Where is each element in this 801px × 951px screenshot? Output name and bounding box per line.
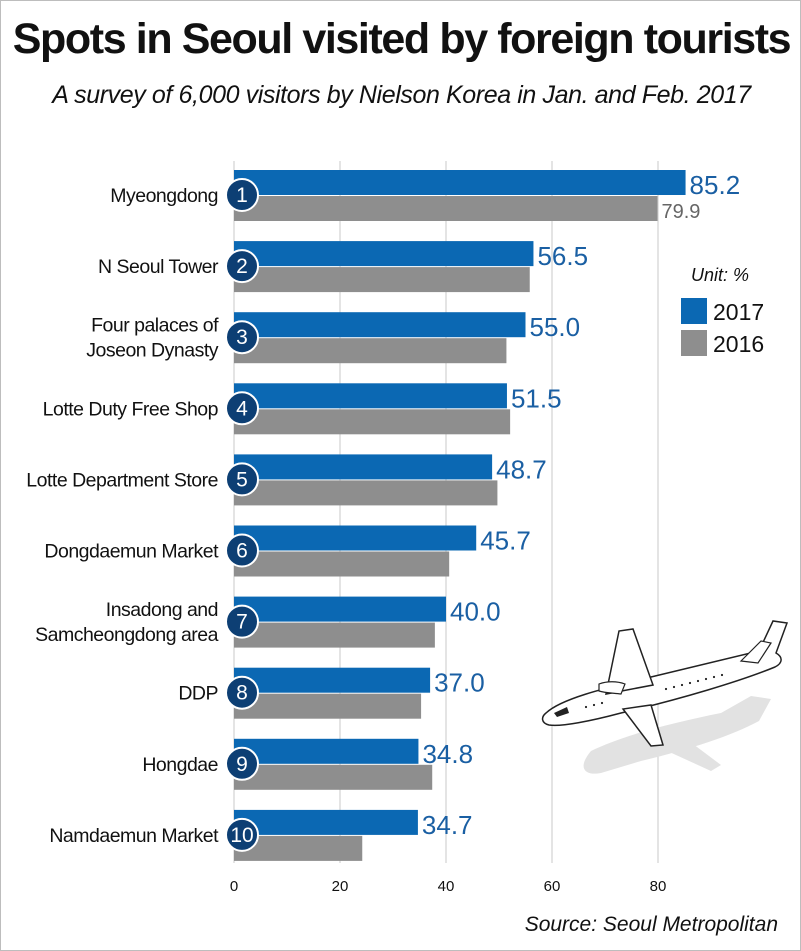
bar-2016 bbox=[234, 338, 507, 364]
bar-2016 bbox=[234, 693, 422, 719]
legend: Unit: % 2017 2016 bbox=[681, 265, 764, 357]
category-label: DDP bbox=[178, 683, 218, 705]
value-label-2017: 85.2 bbox=[690, 170, 741, 200]
chart-title: Spots in Seoul visited by foreign touris… bbox=[12, 15, 792, 63]
x-tick-label: 40 bbox=[438, 878, 455, 895]
value-label-2016: 79.9 bbox=[661, 201, 700, 223]
category-label: Myeongdong bbox=[110, 185, 218, 207]
rank-number: 8 bbox=[236, 682, 248, 705]
bar-2017 bbox=[234, 667, 431, 693]
category-label: Joseon Dynasty bbox=[86, 340, 218, 362]
bar-2016 bbox=[234, 409, 511, 435]
rank-number: 2 bbox=[236, 255, 248, 278]
bar-2017 bbox=[234, 454, 493, 480]
rank-number: 4 bbox=[236, 397, 248, 420]
category-label: Namdaemun Market bbox=[49, 825, 219, 847]
rank-badge bbox=[225, 249, 259, 284]
rank-badge bbox=[225, 604, 259, 639]
rank-badge bbox=[225, 178, 259, 212]
legend-label-2016: 2016 bbox=[713, 331, 764, 357]
rank-badge bbox=[225, 391, 259, 426]
category-label: Insadong and bbox=[106, 599, 218, 621]
legend-label-2017: 2017 bbox=[713, 299, 764, 325]
rank-badge bbox=[225, 746, 259, 781]
bar-2016 bbox=[234, 551, 450, 577]
value-label-2017: 34.8 bbox=[422, 739, 473, 769]
rank-number: 3 bbox=[236, 326, 248, 349]
value-label-2017: 56.5 bbox=[537, 241, 588, 271]
x-tick-label: 60 bbox=[544, 878, 561, 895]
category-label: Four palaces of bbox=[91, 315, 219, 337]
bar-2016 bbox=[234, 622, 435, 648]
source-note: Source: Seoul Metropolitan bbox=[524, 913, 778, 936]
bar-2016 bbox=[234, 196, 658, 221]
bar-2016 bbox=[234, 480, 498, 506]
value-label-2017: 55.0 bbox=[530, 312, 581, 342]
rank-badge bbox=[225, 462, 259, 497]
rank-number: 9 bbox=[236, 753, 248, 776]
rank-number: 10 bbox=[230, 824, 253, 847]
bar-2017 bbox=[234, 809, 418, 835]
legend-swatch-2017 bbox=[681, 298, 707, 324]
value-label-2017: 48.7 bbox=[496, 454, 547, 484]
bar-2017 bbox=[234, 312, 526, 338]
bar-2016 bbox=[234, 267, 530, 293]
x-axis: 0 20 40 60 80 bbox=[230, 878, 667, 895]
x-tick-label: 0 bbox=[230, 878, 238, 895]
bar-2017 bbox=[234, 596, 446, 622]
rank-badge bbox=[225, 817, 259, 852]
category-label: Lotte Department Store bbox=[26, 469, 218, 491]
rank-number: 1 bbox=[236, 184, 248, 207]
x-tick-label: 20 bbox=[332, 878, 349, 895]
bar-2017 bbox=[234, 241, 534, 267]
unit-label: Unit: % bbox=[691, 265, 749, 285]
rank-badge bbox=[225, 675, 259, 710]
value-label-2017: 45.7 bbox=[480, 526, 531, 556]
category-label: Lotte Duty Free Shop bbox=[43, 398, 219, 420]
value-label-2017: 40.0 bbox=[450, 597, 501, 627]
bars: 85.279.9 56.5 55.0 51.5 48.7 45.7 40.0 37.0 34.8… bbox=[234, 170, 740, 861]
bar-2017 bbox=[234, 170, 686, 195]
category-label: Samcheongdong area bbox=[35, 624, 219, 646]
rank-number: 6 bbox=[236, 540, 248, 563]
bar-2016 bbox=[234, 764, 433, 790]
category-label: Dongdaemun Market bbox=[44, 541, 219, 563]
bar-2017 bbox=[234, 738, 419, 764]
rank-number: 7 bbox=[236, 611, 248, 634]
value-label-2017: 34.7 bbox=[422, 810, 473, 840]
rank-number: 5 bbox=[236, 468, 248, 491]
rank-badge bbox=[225, 533, 259, 568]
airplane-icon bbox=[541, 620, 789, 774]
category-label: Hongdae bbox=[142, 754, 218, 776]
category-label: N Seoul Tower bbox=[98, 256, 219, 278]
value-label-2017: 51.5 bbox=[511, 383, 562, 413]
rank-badge bbox=[225, 320, 259, 355]
legend-swatch-2016 bbox=[681, 330, 707, 356]
x-tick-label: 80 bbox=[650, 878, 667, 895]
category-labels: 1 Myeongdong 2 N Seoul Tower 3 Four palaces o… bbox=[26, 178, 259, 852]
bar-2017 bbox=[234, 525, 477, 551]
bar-2017 bbox=[234, 383, 507, 409]
value-label-2017: 37.0 bbox=[434, 668, 485, 698]
chart-subtitle: A survey of 6,000 visitors by Nielson Ko… bbox=[52, 81, 751, 109]
